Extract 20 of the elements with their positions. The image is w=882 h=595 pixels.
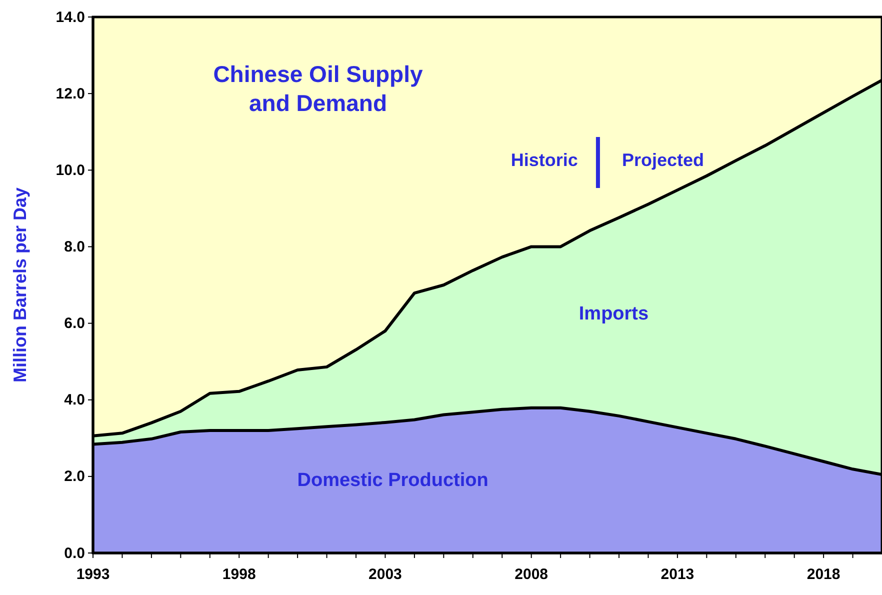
x-tick-label: 1998 <box>222 566 256 583</box>
y-tick-label: 4.0 <box>64 392 85 409</box>
y-tick-label: 12.0 <box>56 85 85 102</box>
y-tick-label: 8.0 <box>64 238 85 256</box>
y-tick-label: 0.0 <box>64 544 85 562</box>
x-tick-label: 2013 <box>660 566 694 583</box>
y-tick-label: 6.0 <box>64 315 85 332</box>
y-tick-label: 10.0 <box>56 162 85 179</box>
x-tick-label: 1993 <box>76 566 110 583</box>
annotation: Projected <box>622 150 704 170</box>
text: Chinese Oil Supply and Demand <box>213 61 423 116</box>
x-tick-label: 2018 <box>806 566 840 583</box>
series-label: Imports <box>578 303 649 324</box>
x-tick-label: 2008 <box>514 566 548 583</box>
y-tick-label: 2.0 <box>64 468 85 486</box>
y-axis-title: Million Barrels per Day <box>10 187 30 383</box>
y-tick-label: 14.0 <box>56 8 85 26</box>
series-label: Domestic Production <box>297 470 488 491</box>
x-tick-label: 2003 <box>368 566 402 583</box>
annotation: Historic <box>510 150 578 170</box>
